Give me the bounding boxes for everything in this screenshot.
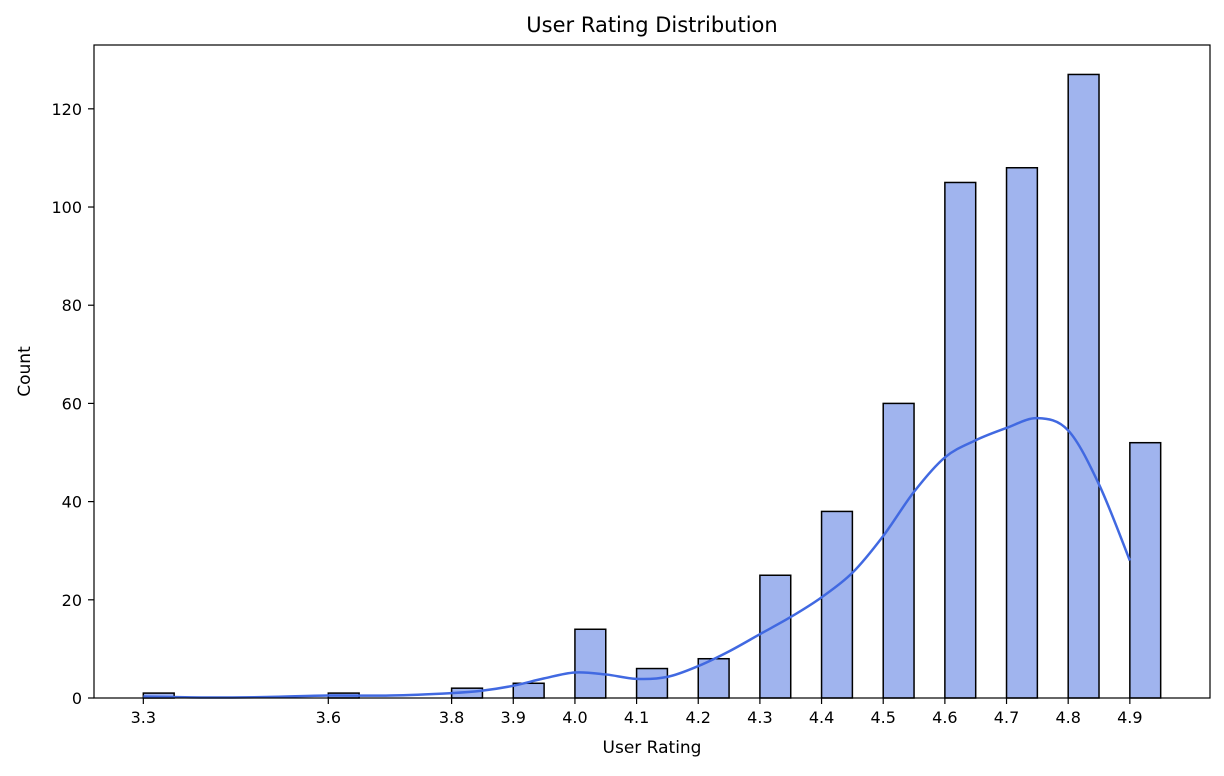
x-tick-label: 4.6 <box>932 708 957 727</box>
y-tick-label: 100 <box>51 198 82 217</box>
x-tick-label: 3.8 <box>439 708 464 727</box>
x-tick-label: 4.2 <box>686 708 711 727</box>
y-axis-label: Count <box>15 346 35 397</box>
x-axis-label: User Rating <box>603 738 702 758</box>
x-tick-label: 4.5 <box>870 708 895 727</box>
histogram-bar <box>759 574 792 699</box>
x-tick-label: 4.0 <box>562 708 587 727</box>
histogram-bar <box>882 402 915 699</box>
x-tick-label: 3.6 <box>316 708 341 727</box>
y-tick-label: 80 <box>62 296 82 315</box>
chart-title: User Rating Distribution <box>526 13 777 37</box>
plot-frame <box>93 44 1211 699</box>
x-axis: 3.3 3.6 3.8 3.9 4.0 4.1 4.2 4.3 4.4 4.5 4.6 4.7 4.8 4… <box>131 698 1143 727</box>
y-tick-label: 120 <box>51 100 82 119</box>
y-tick-label: 0 <box>72 689 82 708</box>
histogram-bar <box>944 181 977 699</box>
histogram-bar <box>1005 166 1039 699</box>
x-tick-label: 3.3 <box>131 708 156 727</box>
histogram-bar <box>1129 441 1162 699</box>
x-tick-label: 4.9 <box>1117 708 1142 727</box>
y-tick-label: 60 <box>62 394 82 413</box>
y-tick-label: 40 <box>62 493 82 512</box>
histogram-bar <box>820 510 854 699</box>
y-axis: 0 20 40 60 80 100 120 <box>51 100 94 708</box>
x-tick-label: 4.8 <box>1055 708 1080 727</box>
x-tick-label: 4.3 <box>747 708 772 727</box>
y-tick-label: 20 <box>62 591 82 610</box>
kde-curve <box>143 416 1132 699</box>
x-tick-label: 4.1 <box>624 708 649 727</box>
x-tick-label: 4.4 <box>809 708 834 727</box>
x-tick-label: 3.9 <box>501 708 526 727</box>
histogram-bar <box>1067 73 1100 699</box>
histogram-bar <box>697 657 730 699</box>
histogram-bar <box>574 628 607 699</box>
bars-layer <box>142 73 1162 699</box>
histogram-bar <box>635 667 669 699</box>
x-tick-label: 4.7 <box>994 708 1019 727</box>
